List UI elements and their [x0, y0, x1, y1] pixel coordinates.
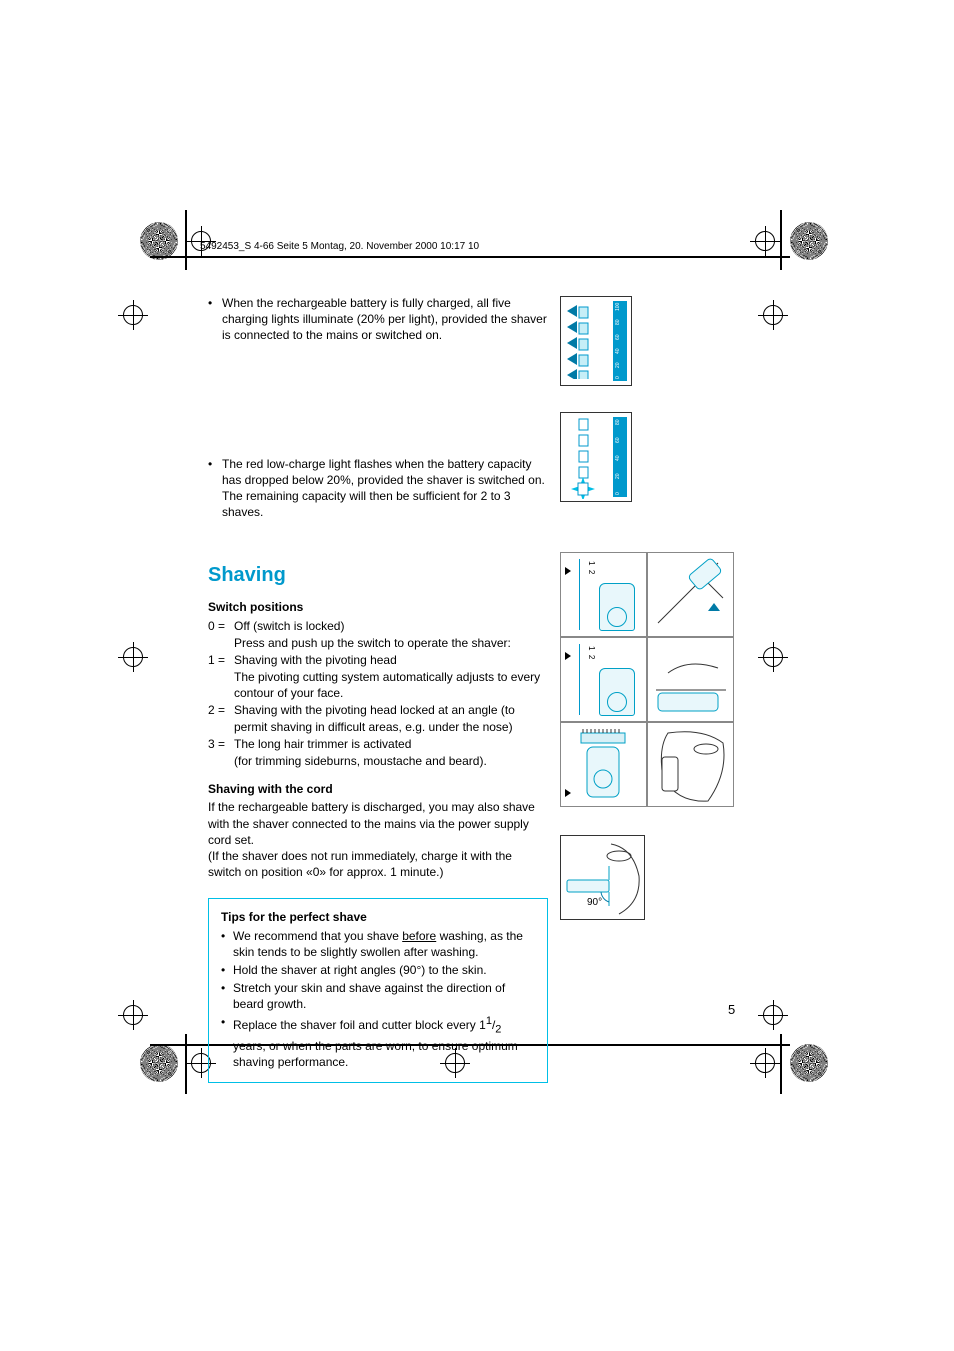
- grid-cell-1-right: [647, 552, 734, 637]
- print-reg-mark: [750, 1048, 780, 1078]
- grid-cell-2-right: [647, 637, 734, 722]
- fig1-label-40: 40: [615, 348, 625, 354]
- print-reg-mark: [118, 300, 148, 330]
- cord-heading: Shaving with the cord: [208, 781, 548, 797]
- figure-90-degree: 90°: [560, 835, 645, 920]
- switch-positions-list: 0 = Off (switch is locked) Press and pus…: [208, 618, 548, 770]
- fig2-label-40: 40: [615, 456, 625, 462]
- tip-4-a: Replace the shaver foil and cutter block…: [233, 1018, 486, 1032]
- tips-box: Tips for the perfect shave We recommend …: [208, 898, 548, 1083]
- tip-1: We recommend that you shave before washi…: [221, 928, 535, 960]
- tip-3: Stretch your skin and shave against the …: [221, 980, 535, 1012]
- cord-paragraph-1: If the rechargeable battery is discharge…: [208, 799, 548, 848]
- print-job-header: 5492453_S 4-66 Seite 5 Montag, 20. Novem…: [200, 240, 479, 254]
- triangle-marker-icon: [565, 652, 571, 660]
- crop-frame: [185, 1034, 187, 1094]
- scale-line: [579, 559, 580, 630]
- tip-4-b: years, or when the parts are worn, to en…: [233, 1039, 518, 1069]
- switch-key-0: 0 =: [208, 618, 234, 634]
- tips-heading: Tips for the perfect shave: [221, 909, 535, 925]
- print-mark-radial: [140, 1044, 178, 1082]
- switch-val-3: The long hair trimmer is activated: [234, 736, 548, 752]
- print-reg-mark: [758, 300, 788, 330]
- switch-val-0: Off (switch is locked): [234, 618, 548, 634]
- text-column: When the rechargeable battery is fully c…: [208, 295, 548, 1083]
- fig2-label-20: 20: [615, 474, 625, 480]
- switch-sub-0: Press and push up the switch to operate …: [208, 635, 548, 651]
- grid-cell-3-right: [647, 722, 734, 807]
- fig1-label-100: 100: [615, 303, 625, 311]
- trimmer-diagram: [561, 723, 648, 808]
- arrows-icon: [567, 305, 607, 379]
- battery-full-note: When the rechargeable battery is fully c…: [208, 295, 548, 344]
- figure-battery-low: 0 20 40 60 80: [560, 412, 632, 502]
- charge-scale-labels: 0 20 40 60 80 100: [615, 303, 625, 379]
- tip-4-num: 1: [486, 1015, 492, 1027]
- fig1-label-20: 20: [615, 362, 625, 368]
- tip-4: Replace the shaver foil and cutter block…: [221, 1014, 535, 1070]
- print-reg-mark: [118, 1000, 148, 1030]
- figure-switch-grid: 1 2 1 2: [560, 552, 735, 807]
- print-reg-mark: [750, 226, 780, 256]
- fig1-label-80: 80: [615, 320, 625, 326]
- figures-column: 0 20 40 60 80 100 0 20 40 60 80: [560, 296, 740, 930]
- charge-scale-labels: 0 20 40 60 80: [615, 419, 625, 495]
- battery-low-note: The red low-charge light flashes when th…: [208, 456, 548, 521]
- tip-2: Hold the shaver at right angles (90°) to…: [221, 962, 535, 978]
- scale-numbers: 1 2: [585, 646, 596, 659]
- print-mark-radial: [140, 222, 178, 260]
- triangle-marker-icon: [565, 567, 571, 575]
- sideburn-diagram: [648, 723, 735, 808]
- fig2-label-0: 0: [615, 492, 625, 495]
- switch-sub-3: (for trimming sideburns, moustache and b…: [208, 753, 548, 769]
- print-reg-mark: [758, 642, 788, 672]
- ninety-degree-label: 90°: [587, 896, 602, 910]
- switch-key-2: 2 =: [208, 702, 234, 734]
- tip-1-a: We recommend that you shave: [233, 929, 402, 943]
- low-charge-icon: [567, 417, 607, 499]
- dial-icon: [607, 607, 627, 627]
- fig2-label-60: 60: [615, 437, 625, 443]
- locked-head-diagram: [648, 638, 735, 723]
- grid-cell-3-left: [560, 722, 647, 807]
- switch-key-3: 3 =: [208, 736, 234, 752]
- crop-frame: [150, 256, 790, 258]
- pivot-head-diagram: [648, 553, 735, 638]
- switch-positions-heading: Switch positions: [208, 599, 548, 615]
- ninety-degree-diagram: [561, 836, 646, 921]
- page-number: 5: [728, 1001, 738, 1123]
- print-reg-mark: [758, 1000, 788, 1030]
- crop-frame: [780, 210, 782, 270]
- tip-1-before: before: [402, 929, 436, 943]
- section-title-shaving: Shaving: [208, 562, 548, 589]
- crop-frame: [780, 1034, 782, 1094]
- fig1-label-60: 60: [615, 334, 625, 340]
- grid-cell-2-left: 1 2: [560, 637, 647, 722]
- figure-battery-full: 0 20 40 60 80 100: [560, 296, 632, 386]
- print-reg-mark: [118, 642, 148, 672]
- scale-numbers: 1 2: [585, 561, 596, 574]
- print-mark-radial: [790, 1044, 828, 1082]
- switch-key-1: 1 =: [208, 652, 234, 668]
- tip-4-den: 2: [495, 1024, 501, 1036]
- cord-paragraph-2: (If the shaver does not run immediately,…: [208, 848, 548, 880]
- crop-frame: [185, 210, 187, 270]
- scale-line: [579, 644, 580, 715]
- switch-val-1: Shaving with the pivoting head: [234, 652, 548, 668]
- fig1-label-0: 0: [615, 376, 625, 379]
- dial-icon: [607, 692, 627, 712]
- switch-val-2: Shaving with the pivoting head locked at…: [234, 702, 548, 734]
- grid-cell-1-left: 1 2: [560, 552, 647, 637]
- print-mark-radial: [790, 222, 828, 260]
- switch-sub-1: The pivoting cutting system automaticall…: [208, 669, 548, 701]
- fig2-label-80: 80: [615, 419, 625, 425]
- triangle-marker-icon: [565, 789, 571, 797]
